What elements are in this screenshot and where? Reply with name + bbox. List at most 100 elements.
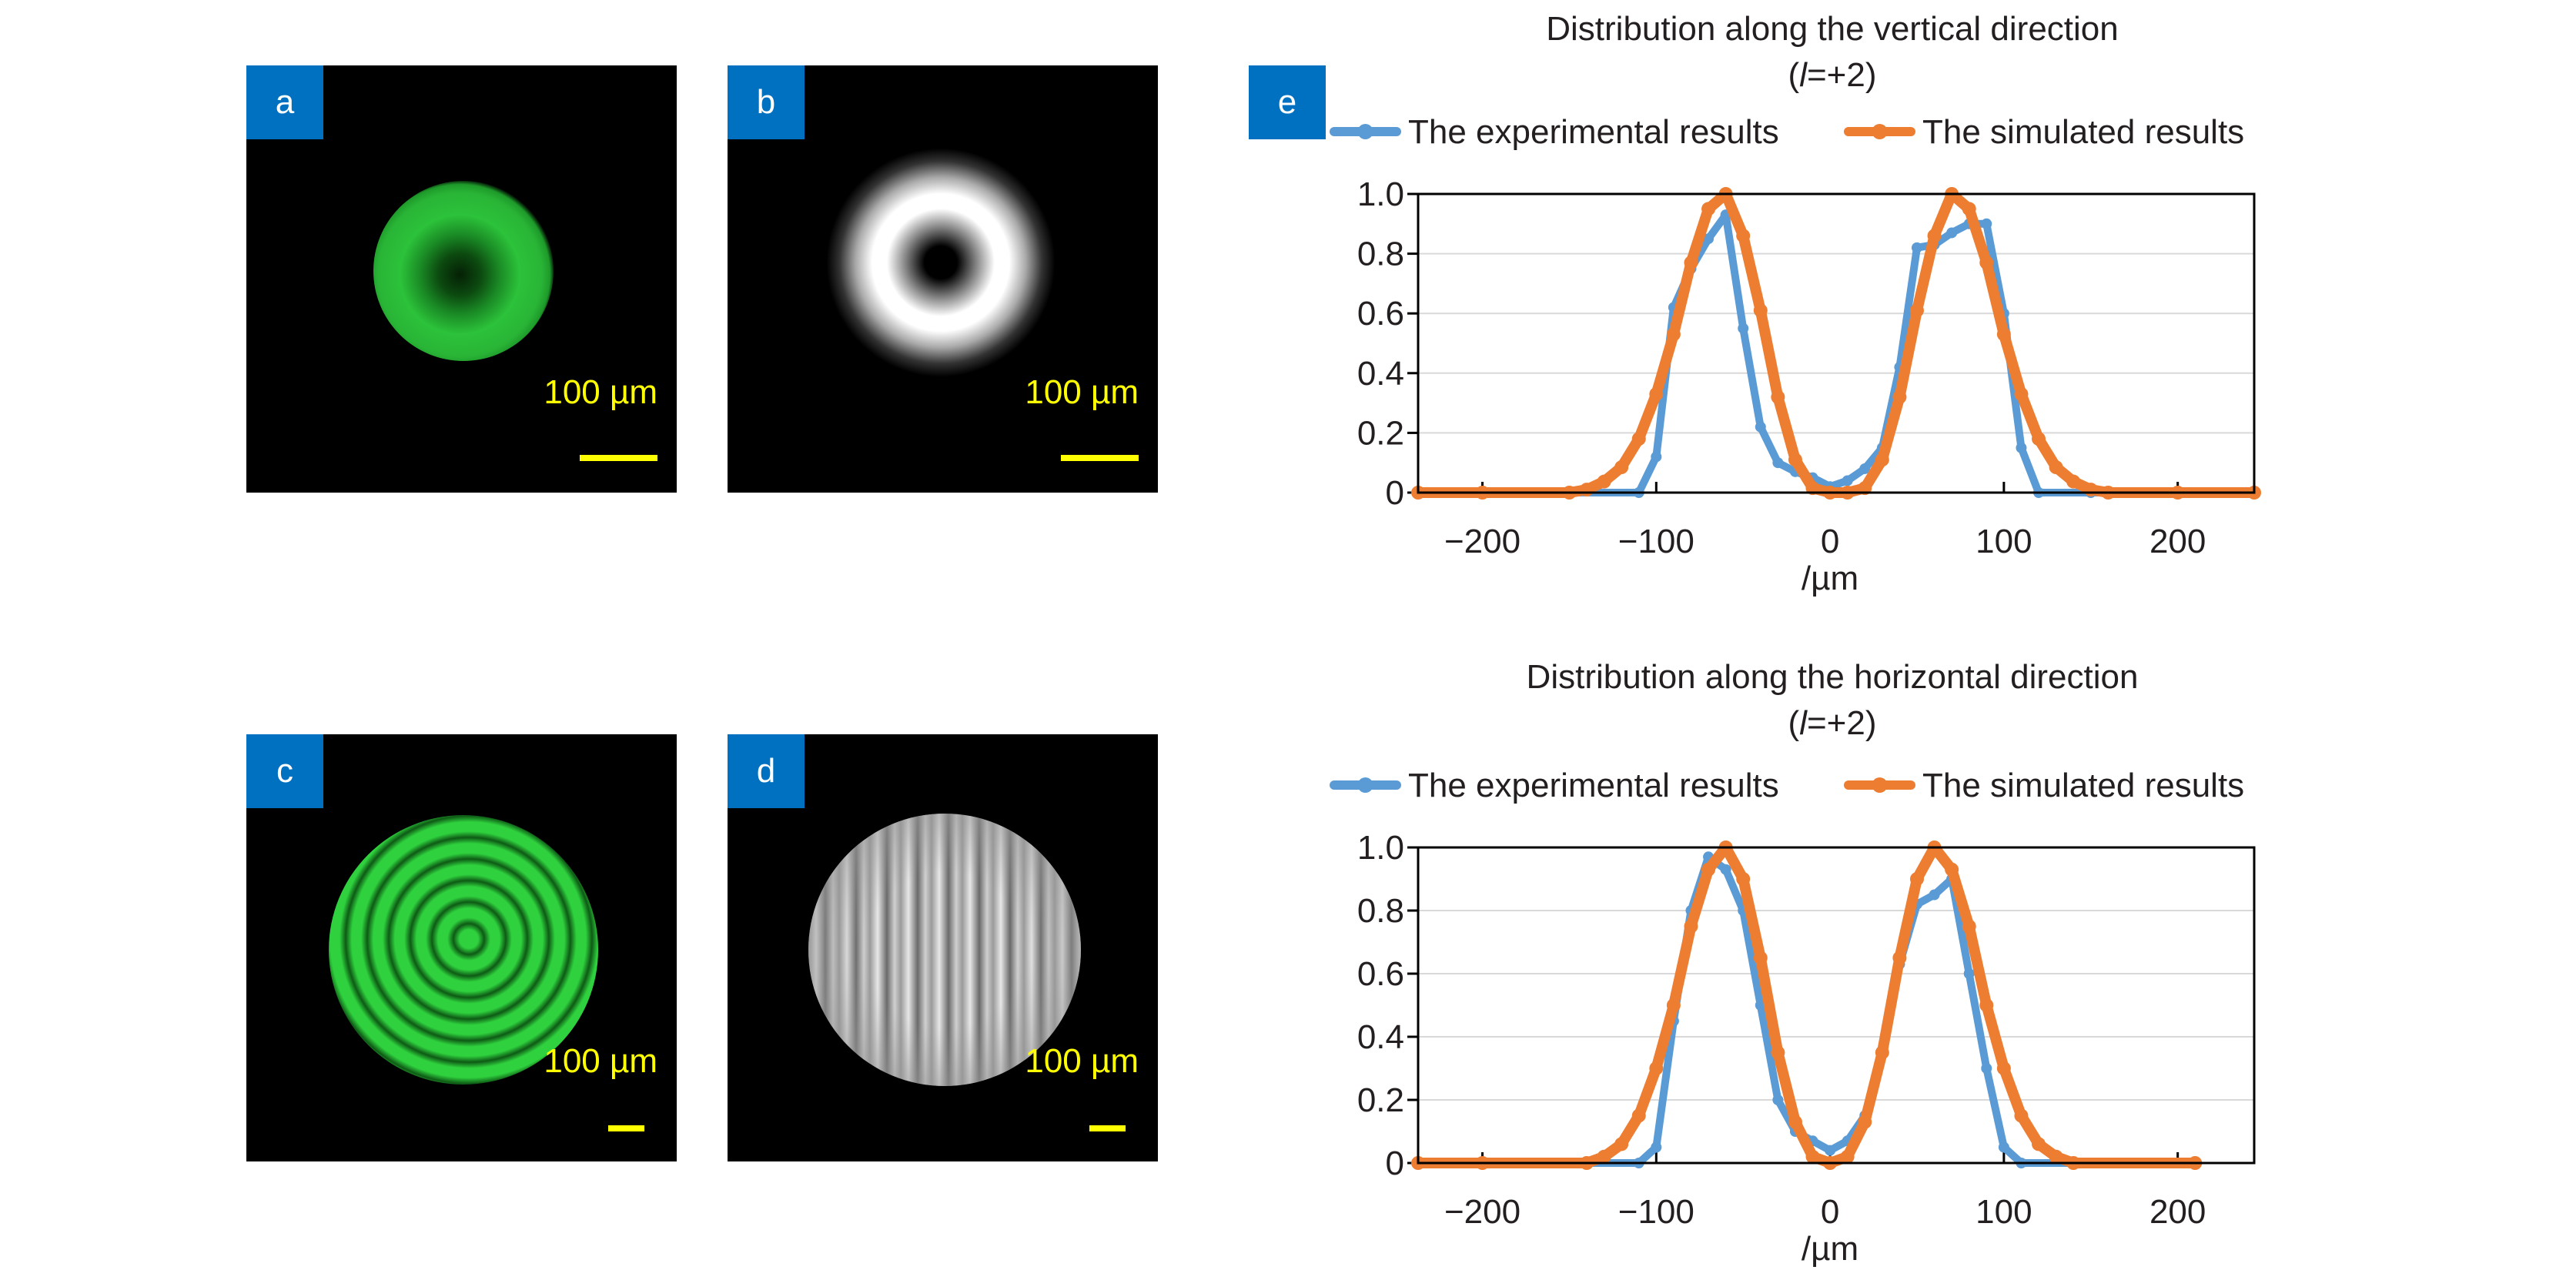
data-point-simulated (2032, 432, 2046, 446)
data-point-simulated (1979, 998, 1994, 1012)
data-point-experimental (1842, 475, 1853, 486)
chart-subtitle: (l=+2) (1788, 704, 1877, 742)
legend-simulated-label: The simulated results (1922, 113, 2244, 151)
y-tick-label: 0 (1386, 474, 1404, 512)
data-point-simulated (1649, 386, 1664, 401)
data-point-simulated (1892, 389, 1907, 404)
data-point-simulated (2014, 386, 2029, 401)
subtitle-open: ( (1788, 56, 1800, 94)
chart-title: Distribution along the vertical directio… (1546, 10, 2119, 48)
x-tick-label: 100 (1975, 1193, 2032, 1231)
data-point-simulated (1892, 951, 1907, 965)
series-line-experimental (1414, 853, 2200, 1167)
chart-title: Distribution along the horizontal direct… (1527, 658, 2139, 696)
data-point-experimental (1825, 1145, 1836, 1156)
plot-frame (1417, 192, 2256, 494)
data-point-experimental (1738, 323, 1749, 334)
data-point-simulated (1875, 1045, 1889, 1060)
legend-simulated-label: The simulated results (1922, 767, 2244, 804)
data-point-experimental (2016, 442, 2027, 453)
x-tick-label: −100 (1618, 1193, 1694, 1231)
y-tick-label: 0.4 (1357, 355, 1404, 393)
panel-label-c: c (246, 734, 323, 808)
green-donut-beam-image (373, 181, 554, 361)
y-tick-label: 0.2 (1357, 414, 1404, 452)
x-axis-label: /µm (1802, 560, 1858, 597)
data-point-simulated (1875, 453, 1889, 467)
data-point-simulated (2049, 460, 2063, 475)
data-point-experimental (1998, 1141, 2009, 1153)
subtitle-var: l (1799, 704, 1808, 742)
data-point-simulated (1788, 1115, 1802, 1129)
data-point-simulated (1701, 862, 1716, 877)
data-point-simulated (1771, 1045, 1785, 1060)
panel-label-e: e (1249, 65, 1326, 139)
data-point-simulated (1805, 1149, 1820, 1164)
data-point-simulated (1631, 432, 1646, 446)
data-point-simulated (1631, 1108, 1646, 1123)
panel-a-experimental-intensity: a 100 µm (246, 65, 677, 493)
legend-marker (1357, 777, 1373, 793)
data-point-simulated (2083, 483, 2098, 497)
scale-bar-label: 100 µm (544, 373, 657, 411)
y-tick-label: 0.8 (1357, 892, 1404, 930)
data-point-simulated (1597, 1149, 1611, 1164)
data-point-simulated (1684, 256, 1698, 270)
data-point-simulated (1840, 1149, 1855, 1164)
legend-marker (1872, 124, 1888, 139)
data-point-simulated (1736, 872, 1751, 886)
legend-experimental-label: The experimental results (1408, 113, 1779, 151)
data-point-experimental (1859, 463, 1871, 474)
white-donut-beam-image (825, 147, 1056, 378)
data-point-experimental (1911, 242, 1922, 253)
data-point-simulated (1666, 998, 1681, 1012)
data-point-experimental (1772, 457, 1784, 469)
data-point-experimental (1755, 421, 1766, 433)
panel-label-a: a (246, 65, 323, 139)
data-point-simulated (1788, 453, 1802, 467)
data-point-simulated (1580, 483, 1594, 497)
data-point-simulated (1753, 303, 1768, 318)
plot-frame (1417, 846, 2256, 1165)
data-point-simulated (1771, 389, 1785, 404)
data-point-experimental (1946, 227, 1958, 239)
data-point-experimental (1651, 451, 1662, 463)
data-point-experimental (1963, 968, 1975, 979)
y-tick-label: 0 (1386, 1145, 1404, 1182)
data-point-simulated (1962, 919, 1976, 934)
x-tick-label: −100 (1618, 523, 1694, 560)
data-point-experimental (1703, 233, 1715, 245)
scale-bar (1089, 1125, 1126, 1131)
series-line-experimental (1414, 211, 2258, 496)
data-point-simulated (1996, 1061, 2011, 1075)
series-line-simulated (1413, 842, 2201, 1168)
data-point-simulated (1927, 229, 1942, 243)
chart-vertical: Distribution along the vertical directio… (1330, 10, 2261, 597)
y-tick-label: 0.2 (1357, 1081, 1404, 1119)
subtitle-var: l (1799, 56, 1808, 94)
panel-c-experimental-interference: c 100 µm (246, 734, 677, 1161)
subtitle-open: ( (1788, 704, 1800, 742)
x-axis-label: /µm (1802, 1230, 1858, 1268)
data-point-simulated (1614, 460, 1629, 475)
scale-bar (608, 1125, 644, 1131)
data-point-experimental (1929, 889, 1940, 901)
legend-experimental-label: The experimental results (1408, 767, 1779, 804)
green-interference-pattern-image (329, 815, 598, 1085)
y-tick-label: 1.0 (1357, 829, 1404, 867)
x-tick-label: 200 (2149, 1193, 2206, 1231)
legend-marker (1872, 777, 1888, 793)
series-line-simulated (1413, 189, 2260, 498)
x-tick-label: 100 (1975, 523, 2032, 560)
data-point-simulated (1909, 303, 1924, 318)
subtitle-close: =+2) (1807, 56, 1877, 94)
scale-bar-label: 100 µm (544, 1042, 657, 1080)
chart-horizontal: Distribution along the horizontal direct… (1330, 658, 2256, 1268)
data-point-simulated (1614, 1137, 1629, 1151)
data-point-simulated (2049, 1149, 2063, 1164)
y-tick-label: 0.6 (1357, 295, 1404, 333)
panel-d-simulated-interference: d 100 µm (728, 734, 1158, 1161)
data-point-simulated (2014, 1108, 2029, 1123)
data-point-simulated (1753, 951, 1768, 965)
